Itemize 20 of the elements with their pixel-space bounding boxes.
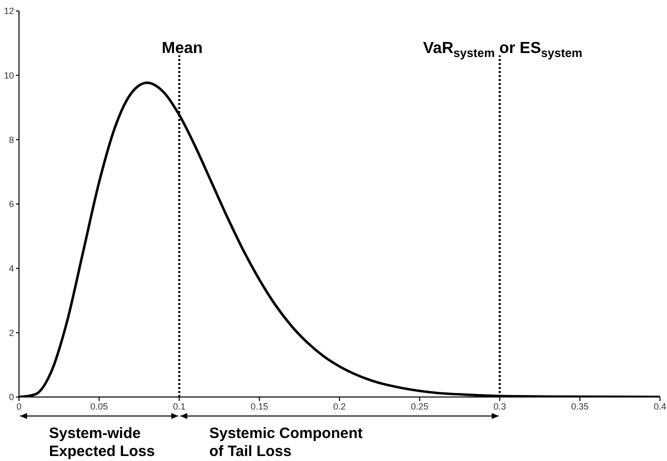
ref-line-label: Mean <box>162 40 203 57</box>
x-tick-label: 0.05 <box>90 401 108 412</box>
x-tick-label: 0.15 <box>250 401 268 412</box>
x-tick-label: 0.25 <box>410 401 428 412</box>
y-tick-label: 10 <box>4 70 14 81</box>
ref-line-label: VaR$_{system}$ or ES$_{system}$ <box>423 40 582 60</box>
x-tick-label: 0.1 <box>172 401 186 412</box>
x-tick-label: 0.2 <box>333 401 346 412</box>
y-tick-label: 0 <box>8 392 14 402</box>
text: System-wide Expected Loss <box>49 425 155 460</box>
x-tick-label: 0 <box>16 401 22 412</box>
x-tick-label: 0.35 <box>571 401 589 412</box>
y-tick-label: 12 <box>4 6 14 16</box>
y-tick-label: 8 <box>8 134 14 145</box>
text: Systemic Component of Tail Loss <box>209 425 363 460</box>
x-tick-label: 0.4 <box>654 401 666 412</box>
y-tick-label: 2 <box>8 328 14 338</box>
x-tick-label: 0.3 <box>493 401 506 412</box>
y-tick-label: 6 <box>8 199 14 210</box>
y-tick-label: 4 <box>8 264 14 274</box>
